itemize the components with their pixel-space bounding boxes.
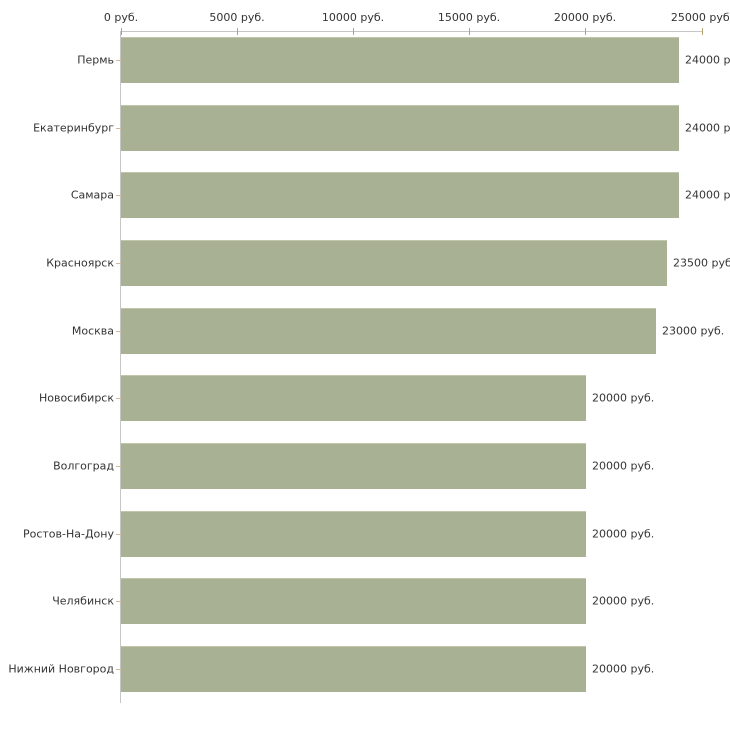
- x-axis-tick-mark: [353, 28, 354, 35]
- category-tick-mark: [116, 195, 121, 196]
- category-tick-mark: [116, 263, 121, 264]
- category-label: Самара: [70, 188, 114, 202]
- x-axis-tick-label: 5000 руб.: [209, 11, 265, 24]
- category-label: Нижний Новгород: [8, 662, 114, 676]
- bar: [121, 105, 679, 151]
- x-axis-tick-mark: [469, 28, 470, 35]
- value-label: 20000 руб.: [592, 459, 655, 473]
- x-axis-tick-label: 20000 руб.: [553, 11, 617, 24]
- bar: [121, 240, 667, 286]
- value-label: 20000 руб.: [592, 527, 655, 541]
- value-label: 24000 руб.: [685, 188, 730, 202]
- bar: [121, 646, 586, 692]
- category-tick-mark: [116, 398, 121, 399]
- category-label: Красноярск: [46, 256, 114, 270]
- category-tick-mark: [116, 601, 121, 602]
- x-axis-tick-label: 0 руб.: [103, 11, 139, 24]
- category-tick-mark: [116, 128, 121, 129]
- value-label: 20000 руб.: [592, 662, 655, 676]
- value-label: 23000 руб.: [662, 324, 725, 338]
- x-axis-tick-mark: [702, 28, 703, 35]
- x-axis-tick-mark: [585, 28, 586, 35]
- bar: [121, 375, 586, 421]
- category-label: Новосибирск: [38, 391, 114, 405]
- value-label: 20000 руб.: [592, 594, 655, 608]
- bar: [121, 172, 679, 218]
- bar: [121, 511, 586, 557]
- x-axis-tick-label: 15000 руб.: [437, 11, 501, 24]
- x-axis-tick-mark: [237, 28, 238, 35]
- category-label: Волгоград: [53, 459, 114, 473]
- value-label: 24000 руб.: [685, 53, 730, 67]
- category-tick-mark: [116, 534, 121, 535]
- category-tick-mark: [116, 60, 121, 61]
- category-label: Пермь: [77, 53, 114, 67]
- category-tick-mark: [116, 466, 121, 467]
- bar: [121, 308, 656, 354]
- category-label: Челябинск: [52, 594, 114, 608]
- category-tick-mark: [116, 331, 121, 332]
- value-label: 20000 руб.: [592, 391, 655, 405]
- x-axis-tick-label: 25000 руб.: [670, 11, 730, 24]
- value-label: 23500 руб.: [673, 256, 730, 270]
- bar: [121, 443, 586, 489]
- category-tick-mark: [116, 669, 121, 670]
- y-axis-line: [120, 31, 121, 703]
- category-label: Ростов-На-Дону: [22, 527, 114, 541]
- x-axis-tick-mark: [121, 28, 122, 35]
- x-axis-tick-label: 10000 руб.: [321, 11, 385, 24]
- x-axis-line: [120, 31, 702, 32]
- value-label: 24000 руб.: [685, 121, 730, 135]
- bar: [121, 578, 586, 624]
- category-label: Екатеринбург: [33, 121, 114, 135]
- category-label: Москва: [71, 324, 114, 338]
- bar: [121, 37, 679, 83]
